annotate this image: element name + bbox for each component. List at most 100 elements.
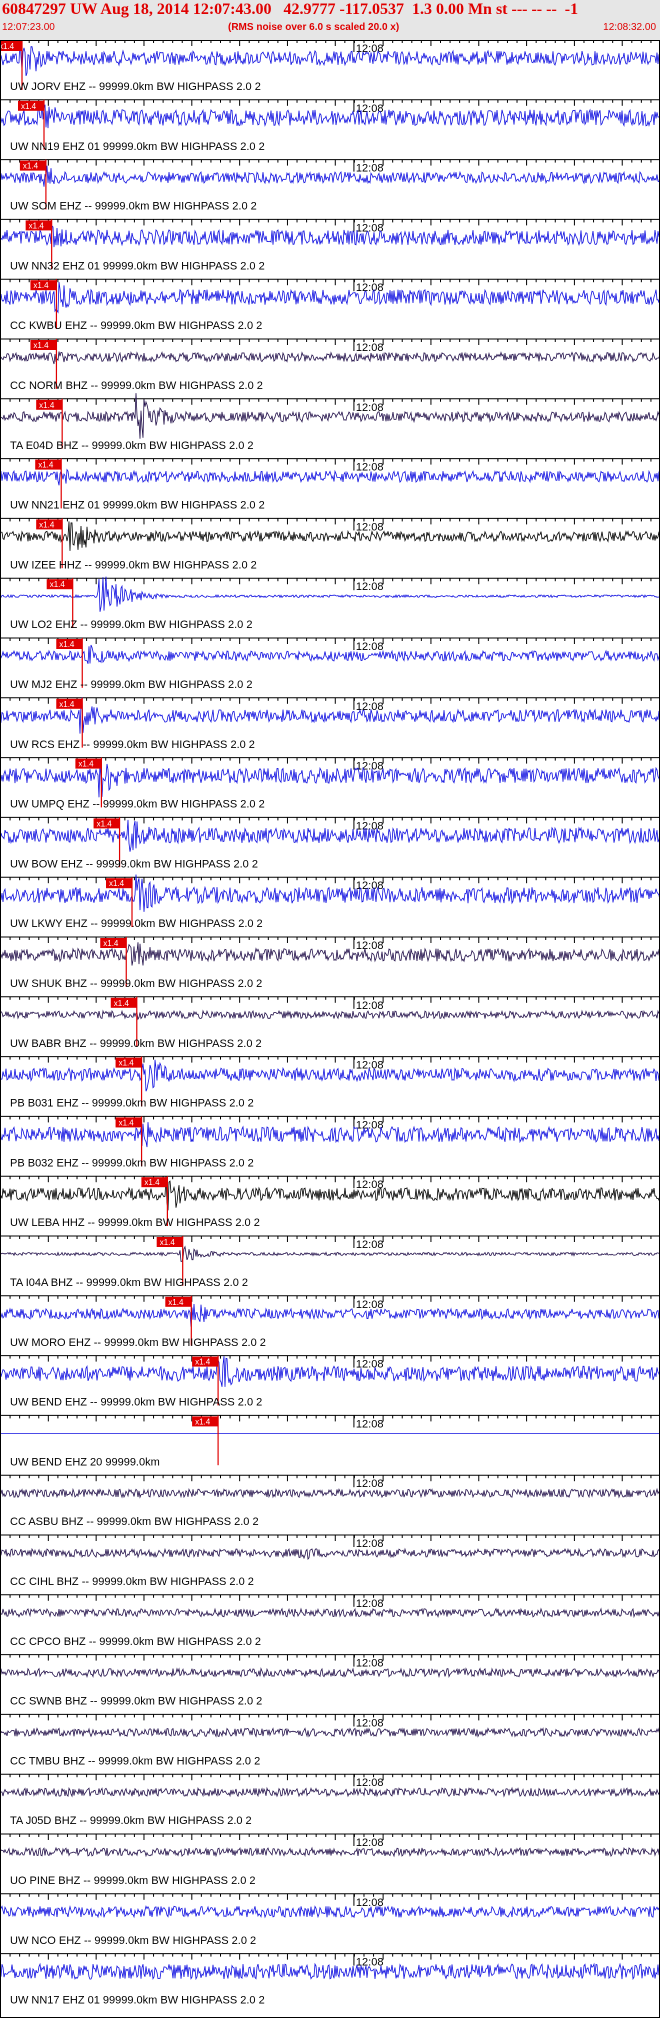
trace-label: CC TMBU BHZ -- 99999.0km BW HIGHPASS 2.0…: [10, 1755, 260, 1767]
pick-marker: [56, 639, 83, 649]
minute-tick-label: 12:08: [356, 1717, 384, 1729]
time-ticks: [0, 518, 652, 525]
minute-tick-label: 12:08: [356, 1359, 384, 1371]
trace-label: UW NN32 EHZ 01 99999.0km BW HIGHPASS 2.0…: [10, 260, 265, 272]
time-ticks: [0, 1953, 652, 1960]
pick-label: x1.4: [195, 1417, 211, 1426]
waveform: [0, 1059, 660, 1092]
pick-marker: [25, 220, 52, 231]
pick-label: x1.4: [59, 640, 75, 649]
seismogram-plot: 12:08 x1.4 UW JORV EHZ -- 99999.0km BW HIG…: [0, 40, 660, 2018]
minute-tick-label: 12:08: [356, 43, 384, 55]
pick-marker: [46, 579, 73, 590]
time-ticks: [0, 996, 652, 1003]
waveform: [0, 761, 660, 798]
trace-row: 12:08 TA J05D BHZ -- 99999.0km BW HIGHPAS…: [0, 1773, 660, 1827]
trace-row: 12:08 UO PINE BHZ -- 99999.0km BW HIGHPAS…: [0, 1833, 660, 1887]
waveform: [0, 521, 660, 551]
pick-label: x1.4: [168, 1298, 184, 1307]
trace-row: 12:08 x1.4 UW SOM EHZ -- 99999.0km BW HIGH…: [0, 159, 660, 213]
minute-tick-label: 12:08: [356, 880, 384, 892]
minute-tick-label: 12:08: [356, 462, 384, 474]
time-ticks: [0, 1654, 652, 1661]
pick-marker: [106, 878, 132, 889]
trace-row: 12:08 x1.4 UW IZEE HHZ -- 99999.0km BW HIG…: [0, 517, 660, 571]
waveform: [0, 576, 660, 612]
pick-label: x1.4: [33, 281, 49, 290]
trace-row: 12:08 x1.4 UW LEBA HHZ -- 99999.0km BW HIG…: [0, 1175, 660, 1229]
trace-label: UW SOM EHZ -- 99999.0km BW HIGHPASS 2.0 …: [10, 201, 257, 213]
pick-label: x1.4: [114, 999, 130, 1008]
minute-tick-label: 12:08: [356, 581, 384, 593]
waveform: [0, 1176, 660, 1211]
waveform: [0, 1487, 660, 1499]
pick-label: x1.4: [29, 221, 45, 230]
waveform: [0, 393, 660, 439]
trace-row: 12:08 x1.4 UW LKWY EHZ -- 99999.0km BW HIG…: [0, 874, 660, 930]
pick-marker: [56, 698, 83, 709]
time-ticks: [0, 279, 652, 286]
pick-marker: [35, 459, 62, 470]
trace-label: PB B031 EHZ -- 99999.0km BW HIGHPASS 2.0…: [10, 1098, 254, 1110]
minute-tick-label: 12:08: [356, 1060, 384, 1072]
minute-tick-label: 12:08: [356, 820, 384, 832]
time-ticks: [0, 877, 652, 884]
pick-marker: [93, 818, 120, 829]
time-ticks: [0, 99, 652, 106]
waveform: [0, 942, 660, 966]
pick-label: x1.4: [50, 580, 66, 589]
trace-label: UW BABR BHZ -- 99999.0km BW HIGHPASS 2.0…: [10, 1038, 262, 1050]
minute-tick-label: 12:08: [356, 1957, 384, 1969]
waveform: [0, 350, 660, 365]
trace-label: UW LKWY EHZ -- 99999.0km BW HIGHPASS 2.0…: [10, 918, 263, 930]
pick-marker: [30, 340, 57, 350]
trace-label: UW BEND EHZ -- 99999.0km BW HIGHPASS 2.0…: [10, 1397, 262, 1409]
trace-row: 12:08 x1.4 TA E04D BHZ -- 99999.0km BW HIG…: [0, 393, 660, 452]
waveform: [0, 165, 660, 187]
end-time: 12:08:32.00: [603, 22, 656, 33]
trace-row: 12:08 UW NN17 EHZ 01 99999.0km BW HIGHPAS…: [0, 1953, 660, 2007]
pick-marker: [30, 280, 57, 291]
minute-tick-label: 12:08: [356, 1179, 384, 1191]
minute-tick-label: 12:08: [356, 222, 384, 234]
minute-tick-label: 12:08: [356, 402, 384, 414]
pick-label: x1.4: [119, 1059, 135, 1068]
minute-tick-label: 12:08: [356, 1538, 384, 1550]
trace-label: CC NORM BHZ -- 99999.0km BW HIGHPASS 2.0…: [10, 380, 263, 392]
waveform: [0, 1009, 660, 1021]
time-ticks: [0, 458, 652, 465]
pick-marker: [192, 1356, 219, 1367]
minute-tick-label: 12:08: [356, 1299, 384, 1311]
time-ticks: [0, 1475, 652, 1482]
event-title: 60847297 UW Aug 18, 2014 12:07:43.00 42.…: [2, 1, 579, 18]
pick-marker: [36, 399, 63, 410]
pick-marker: [115, 1117, 142, 1128]
pick-marker: [110, 997, 137, 1008]
waveform: [0, 1905, 660, 1919]
trace-label: UW MORO EHZ -- 99999.0km BW HIGHPASS 2.0…: [10, 1337, 266, 1349]
time-ticks: [0, 1176, 652, 1183]
time-ticks: [0, 1415, 652, 1422]
trace-row: 12:08 CC TMBU BHZ -- 99999.0km BW HIGHPAS…: [0, 1713, 660, 1767]
time-ticks: [0, 697, 652, 704]
waveform: [0, 1356, 660, 1387]
trace-row: 12:08 x1.4 CC KWBU EHZ -- 99999.0km BW HIG…: [0, 278, 660, 332]
trace-row: 12:08 x1.4 UW LO2 EHZ -- 99999.0km BW HIGH…: [0, 576, 660, 631]
pick-marker: [100, 938, 127, 948]
minute-tick-label: 12:08: [356, 1478, 384, 1490]
trace-label: PB B032 EHZ -- 99999.0km BW HIGHPASS 2.0…: [10, 1157, 254, 1169]
trace-label: TA E04D BHZ -- 99999.0km BW HIGHPASS 2.0…: [10, 440, 254, 452]
trace-label: CC ASBU BHZ -- 99999.0km BW HIGHPASS 2.0…: [10, 1516, 259, 1528]
pick-label: x1.4: [39, 520, 55, 529]
minute-tick-label: 12:08: [356, 1897, 384, 1909]
minute-tick-label: 12:08: [356, 1418, 384, 1430]
trace-row: 12:08 x1.4 UW BEND EHZ -- 99999.0km BW HIG…: [0, 1355, 660, 1409]
minute-tick-label: 12:08: [356, 163, 384, 175]
trace-row: 12:08 x1.4 PB B032 EHZ -- 99999.0km BW HIG…: [0, 1115, 660, 1169]
minute-tick-label: 12:08: [356, 1658, 384, 1670]
trace-label: UW JORV EHZ -- 99999.0km BW HIGHPASS 2.0…: [10, 81, 261, 93]
pick-label: x1.4: [109, 879, 125, 888]
waveform: [0, 1726, 660, 1738]
time-ticks: [0, 1893, 652, 1900]
